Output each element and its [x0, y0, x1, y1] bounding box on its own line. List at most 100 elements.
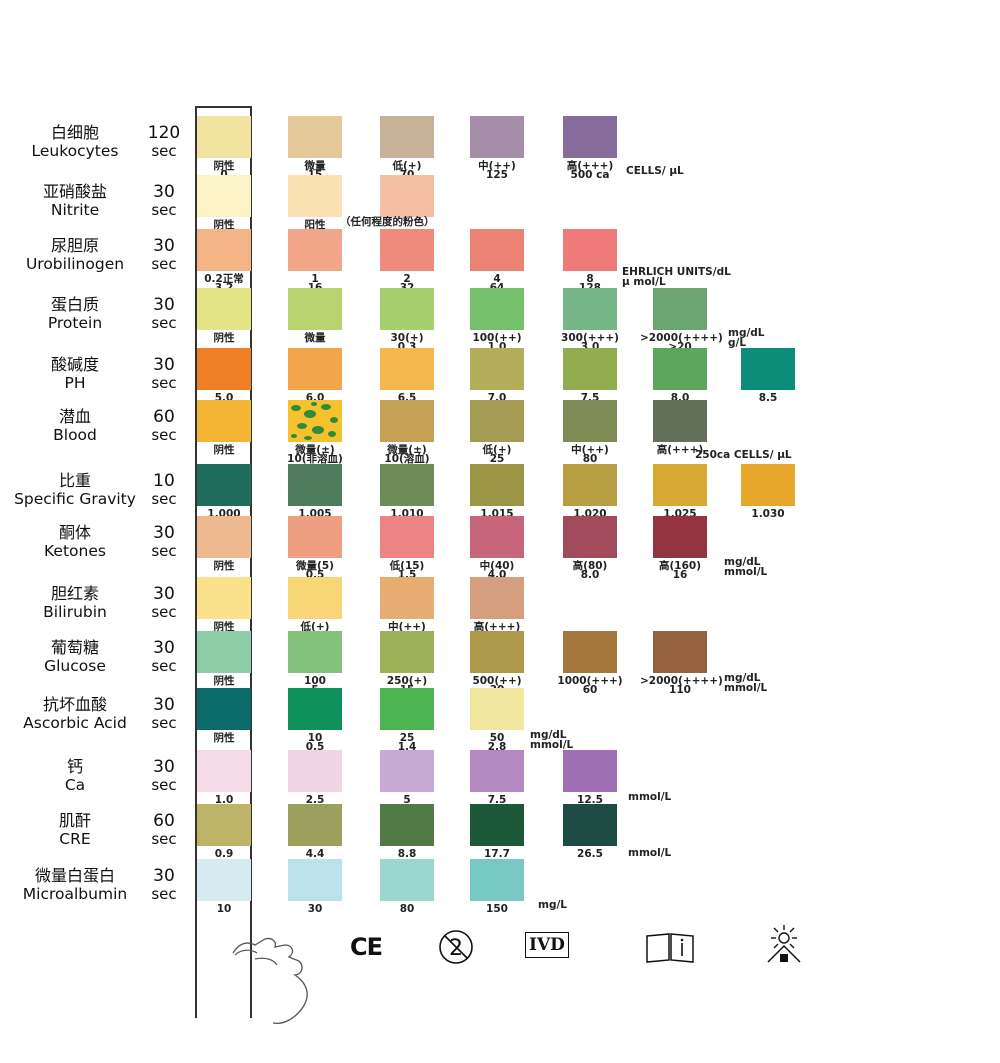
- analyte-name-en: Specific Gravity: [14, 490, 136, 508]
- swatch-label: 1.010: [390, 508, 424, 520]
- analyte-name-cn: 酸碱度: [50, 355, 99, 374]
- analyte-name-cn: 抗坏血酸: [42, 695, 107, 714]
- swatch-label: 0.5: [305, 741, 325, 753]
- swatch-label: 30(+): [390, 332, 424, 344]
- strip-pad-swatch: [197, 348, 251, 390]
- strip-pad-swatch: [197, 631, 251, 673]
- strip-pad-swatch: [197, 750, 251, 792]
- swatch-label: 中(++): [478, 160, 516, 172]
- analyte-name-en: Nitrite: [50, 201, 100, 219]
- swatch-label: 25: [399, 732, 415, 744]
- color-swatch: [653, 400, 707, 442]
- read-time-value: 30: [153, 355, 175, 375]
- swatch-label: 低(+): [300, 621, 330, 633]
- swatch-label: 微量: [304, 160, 326, 172]
- swatch-label: 50: [489, 732, 505, 744]
- analyte-name-cn: 葡萄糖: [50, 638, 99, 657]
- swatch-label: >2000(++++): [640, 675, 723, 687]
- swatch-label: 1.015: [480, 508, 514, 520]
- read-time-unit: sec: [151, 374, 177, 392]
- swatch-label: 1.030: [751, 508, 785, 520]
- analyte-name-en: Ketones: [44, 542, 106, 560]
- swatch-label: 25: [489, 453, 505, 465]
- swatch-label: 0.9: [214, 848, 234, 860]
- read-time-value: 30: [153, 638, 175, 658]
- swatch-label: 16: [672, 569, 688, 581]
- swatch-label: 80: [582, 453, 598, 465]
- color-swatch: [288, 288, 342, 330]
- read-time-value: 60: [153, 811, 175, 831]
- read-time-value: 120: [147, 123, 181, 143]
- swatch-label: 1000(+++): [557, 675, 623, 687]
- swatch-label: 高(+++): [473, 621, 521, 633]
- swatch-label: 12.5: [577, 794, 603, 806]
- color-swatch: [653, 516, 707, 558]
- swatch-label: 1.025: [663, 508, 697, 520]
- read-time-value: 30: [153, 866, 175, 886]
- unit-label: mg/dL: [724, 556, 761, 568]
- read-time-value: 30: [153, 295, 175, 315]
- swatch-label: 4: [493, 273, 501, 285]
- color-swatch: [563, 750, 617, 792]
- swatch-label: 中(40): [479, 560, 515, 572]
- color-swatch: [563, 288, 617, 330]
- swatch-label: 8.5: [758, 392, 778, 404]
- swatch-label: 阴性: [213, 621, 235, 633]
- swatch-label: 8: [586, 273, 594, 285]
- color-swatch: [470, 859, 524, 901]
- color-swatch: [653, 631, 707, 673]
- read-time-unit: sec: [151, 830, 177, 848]
- color-swatch: [470, 688, 524, 730]
- color-swatch: [288, 688, 342, 730]
- read-time-value: 30: [153, 695, 175, 715]
- swatch-label: 150: [486, 903, 508, 915]
- color-swatch: [470, 400, 524, 442]
- read-time-value: 30: [153, 236, 175, 256]
- color-swatch: [380, 859, 434, 901]
- swatch-label: 30: [307, 903, 323, 915]
- color-swatch: [563, 631, 617, 673]
- swatch-label: 4.4: [305, 848, 325, 860]
- swatch-label: 2.8: [487, 741, 507, 753]
- swatch-label: 微量(5): [296, 560, 334, 572]
- analyte-name-cn: 胆红素: [50, 584, 99, 603]
- swatch-label: 阳性: [304, 219, 326, 231]
- color-swatch: [563, 804, 617, 846]
- swatch-label: 300(+++): [561, 332, 619, 344]
- do-not-reuse-icon: 2: [439, 930, 473, 964]
- analyte-name-cn: 钙: [66, 757, 83, 776]
- strip-pad-swatch: [197, 859, 251, 901]
- hand-holding-strip-icon: [232, 937, 308, 1025]
- swatch-label: 低(15): [389, 560, 425, 572]
- color-swatch: [470, 348, 524, 390]
- swatch-label: 微量: [304, 332, 326, 344]
- color-swatch: [470, 464, 524, 506]
- unit-label: mmol/L: [724, 682, 768, 694]
- analyte-name-cn: 白细胞: [50, 123, 99, 142]
- swatch-label: 7.5: [580, 392, 600, 404]
- swatch-label: 7.5: [487, 794, 507, 806]
- analyte-name-en: CRE: [59, 830, 91, 848]
- color-swatch: [380, 464, 434, 506]
- swatch-label: 5.0: [214, 392, 234, 404]
- consult-instructions-icon: [646, 933, 694, 963]
- swatch-label: 8.0: [580, 569, 600, 581]
- read-time-unit: sec: [151, 255, 177, 273]
- swatch-label: 10(非溶血): [287, 453, 343, 465]
- keep-away-from-sunlight-icon: [767, 925, 801, 963]
- analyte-name-cn: 肌酐: [58, 811, 91, 830]
- color-swatch: [288, 859, 342, 901]
- color-swatch: [380, 577, 434, 619]
- analyte-name-cn: 亚硝酸盐: [42, 182, 107, 201]
- unit-label: mg/dL: [530, 729, 567, 741]
- unit-label: mmol/L: [724, 566, 768, 578]
- color-swatch: [470, 577, 524, 619]
- strip-pad-swatch: [197, 229, 251, 271]
- color-swatch: [470, 116, 524, 158]
- swatch-label: 0.3: [397, 341, 417, 353]
- swatch-label: 10(溶血): [384, 453, 430, 465]
- swatch-label: 500(++): [472, 675, 522, 687]
- ivd-icon: IVD: [525, 932, 569, 958]
- swatch-label: 微量(±): [387, 444, 427, 456]
- read-time-value: 60: [153, 407, 175, 427]
